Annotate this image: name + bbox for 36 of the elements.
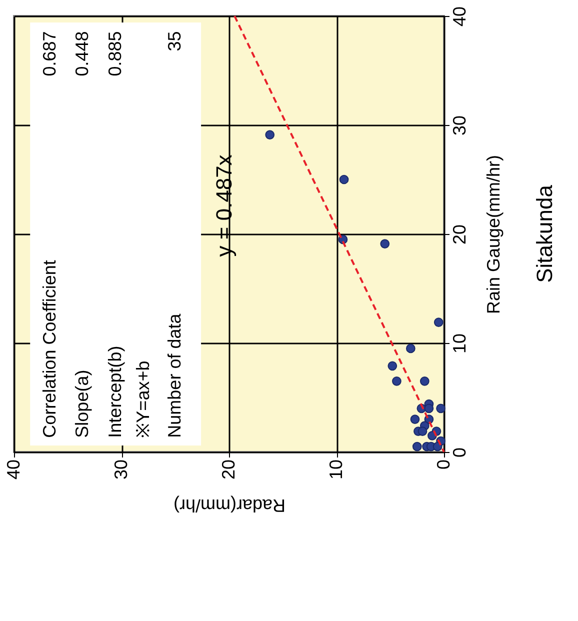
annotation: 35 [164,31,184,52]
y-tick-label: 30 [450,115,470,136]
point [410,414,420,424]
annotation: Number of data [164,312,184,438]
annotation: 0.885 [105,31,126,76]
x-axis-title: Radar(mm/hr) [173,496,286,516]
x-tick-label: 10 [326,460,346,480]
y-tick-label: 20 [450,224,470,245]
point [380,239,390,248]
point [424,404,434,414]
x-tick-label: 30 [111,460,131,480]
annotation: ※Y=ax+b [133,360,154,438]
point [339,174,349,184]
point [436,404,446,414]
point [432,442,442,452]
point [412,442,422,452]
annotation: 0.687 [40,31,60,76]
point [265,130,275,140]
text: Sitakunda [532,184,557,283]
annotation: 0.448 [72,31,92,76]
x-tick-label: 20 [218,460,238,480]
y-tick-label: 10 [450,333,470,354]
annotation: Correlation Coefficient [40,260,60,438]
point [406,344,416,354]
point [388,361,398,371]
x-tick-label: 0 [434,460,454,470]
point [392,376,402,386]
annotation: Intercept(b) [105,346,126,438]
point [420,376,430,386]
y-tick-label: 0 [450,447,470,458]
x-tick-label: 40 [4,460,24,480]
annotation: Slope(a) [72,370,92,438]
y-tick-label: 40 [450,6,470,27]
point [418,426,428,436]
point [434,318,444,327]
y-axis-title: Rain Gauge(mm/hr) [484,154,504,314]
